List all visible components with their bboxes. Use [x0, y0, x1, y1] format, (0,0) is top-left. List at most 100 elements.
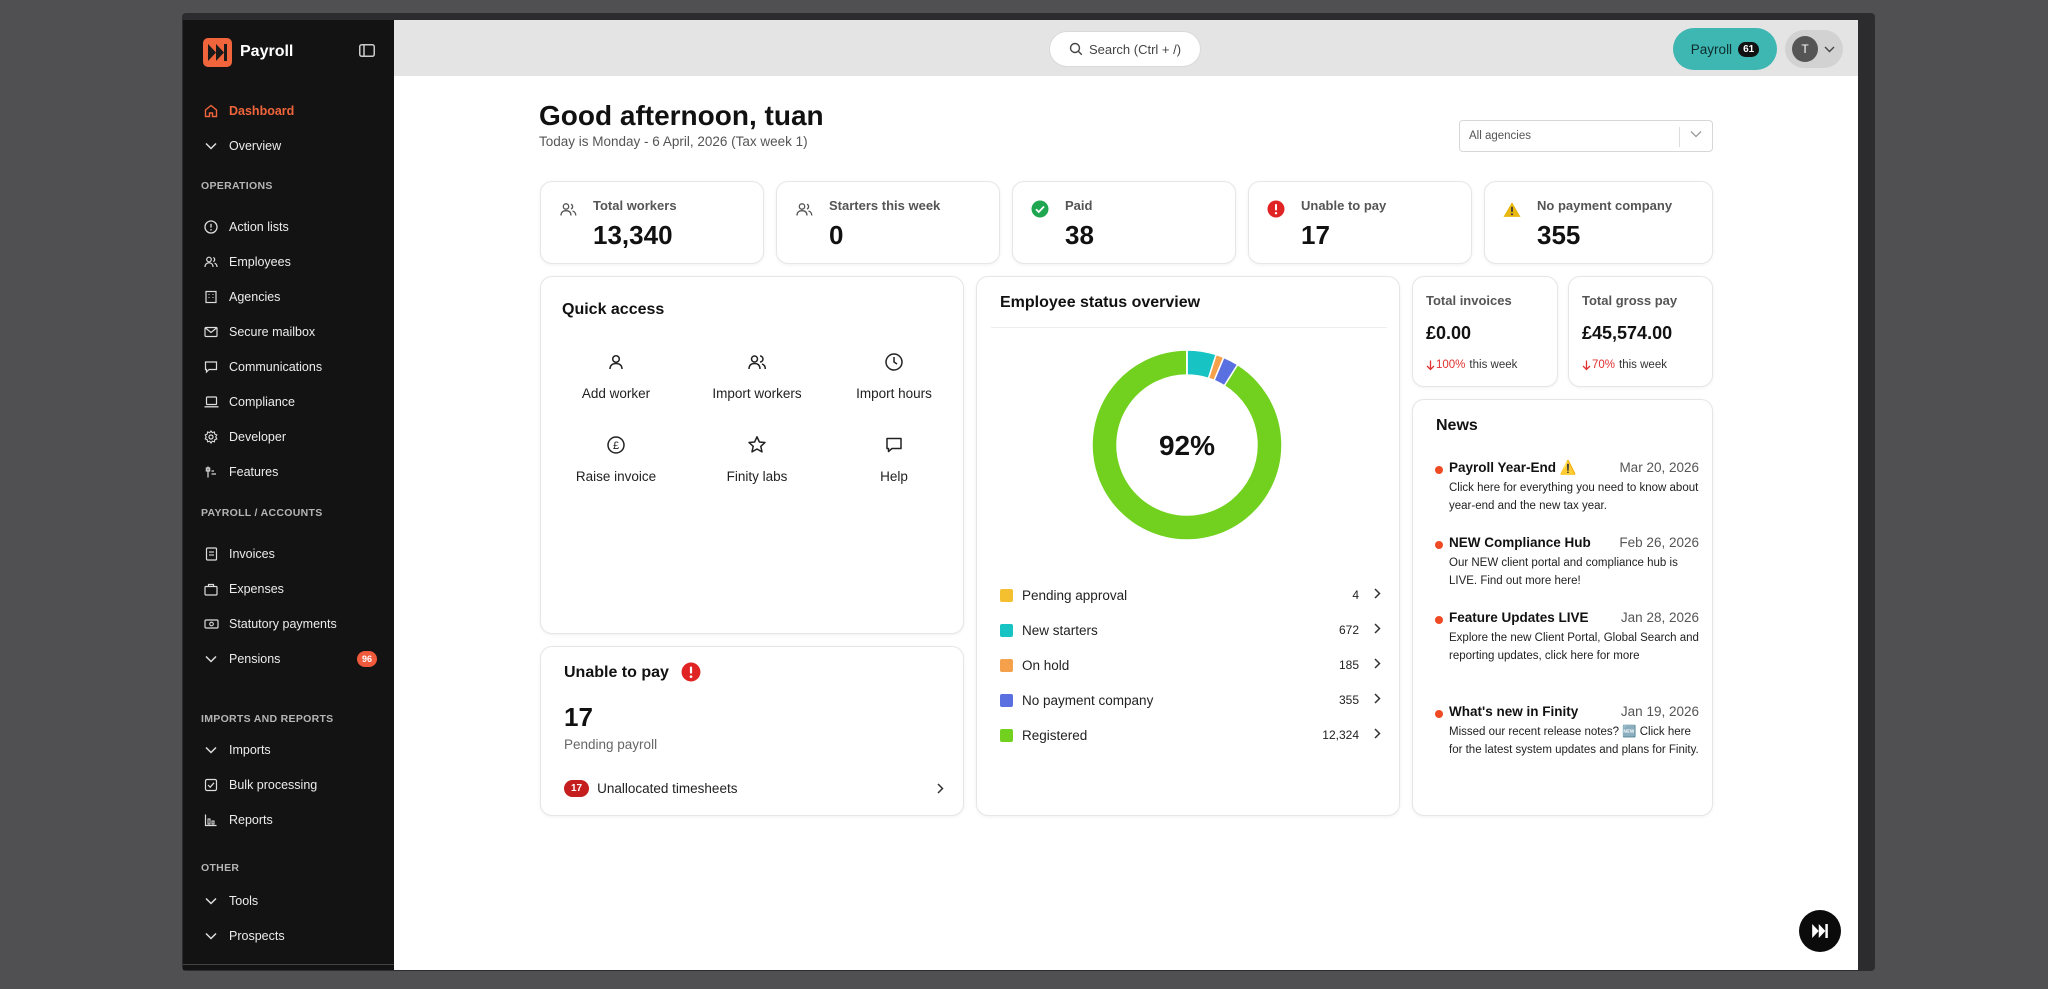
clock-icon: [885, 353, 903, 371]
sidebar-item-label: Pensions: [229, 652, 281, 666]
app-window: Payroll Dashboard Overview OPERATIONS Ac…: [183, 20, 1858, 970]
donut-slice-registered[interactable]: [1091, 349, 1283, 541]
stat-label: Unable to pay: [1301, 198, 1387, 213]
card-divider: [991, 327, 1387, 328]
news-item-title: NEW Compliance Hub: [1449, 535, 1591, 550]
sidebar-item-imports[interactable]: Imports: [203, 740, 271, 760]
legend-label: Pending approval: [1022, 587, 1128, 603]
status-legend-row[interactable]: On hold 185: [1000, 655, 1383, 675]
building-icon: [203, 289, 219, 305]
payroll-switcher-button[interactable]: Payroll 61: [1673, 28, 1777, 70]
sidebar-item-action-lists[interactable]: Action lists: [203, 217, 289, 237]
quick-access-label: Import workers: [712, 386, 802, 401]
news-title: News: [1436, 417, 1478, 434]
chevron-down-icon: [1824, 46, 1835, 52]
quick-access-help[interactable]: Help: [832, 435, 956, 484]
date-line: Today is Monday - 6 April, 2026 (Tax wee…: [539, 134, 808, 149]
stat-label: No payment company: [1537, 198, 1673, 213]
sidebar-item-agencies[interactable]: Agencies: [203, 287, 280, 307]
news-item-title: Feature Updates LIVE: [1449, 610, 1589, 625]
news-item-body: Explore the new Client Portal, Global Se…: [1449, 632, 1699, 662]
total-value: £0.00: [1426, 323, 1472, 343]
sidebar-item-features[interactable]: Features: [203, 462, 278, 482]
stat-card-unable-to-pay[interactable]: Unable to pay 17: [1248, 181, 1472, 264]
sidebar-item-communications[interactable]: Communications: [203, 357, 322, 377]
news-unread-dot: [1435, 616, 1443, 624]
sidebar-item-employees[interactable]: Employees: [203, 252, 291, 272]
stat-card-total-workers[interactable]: Total workers 13,340: [540, 181, 764, 264]
total-value: £45,574.00: [1582, 323, 1673, 343]
quick-access-raise-invoice[interactable]: £ Raise invoice: [556, 435, 676, 484]
status-legend-row[interactable]: New starters 672: [1000, 620, 1383, 640]
stat-value: 17: [1301, 220, 1330, 250]
sidebar-item-label: Compliance: [229, 395, 296, 409]
total-invoices-card[interactable]: Total invoices £0.00 100% this week: [1412, 276, 1558, 387]
check-circle-icon: [1031, 200, 1049, 218]
sidebar-item-pensions[interactable]: Pensions: [203, 649, 280, 669]
sidebar-item-label: Action lists: [229, 220, 289, 234]
stat-card-starters-this-week[interactable]: Starters this week 0: [776, 181, 1000, 264]
quick-access-title: Quick access: [562, 301, 665, 318]
star-icon: [748, 436, 766, 453]
unable-to-pay-value: 17: [564, 702, 593, 732]
total-change-value: 100%: [1436, 359, 1466, 371]
sidebar-item-label: Employees: [229, 255, 291, 269]
sidebar-item-label: Dashboard: [229, 104, 295, 118]
stat-label: Starters this week: [829, 198, 941, 213]
search-button[interactable]: Search (Ctrl + /): [1049, 31, 1201, 67]
arrow-down-icon: [1582, 360, 1591, 370]
news-unread-dot: [1435, 466, 1443, 474]
finity-logo-icon: [1812, 924, 1828, 938]
sidebar-item-label: Features: [229, 465, 279, 479]
status-legend-row[interactable]: Registered 12,324: [1000, 725, 1383, 745]
quick-access-import-workers[interactable]: Import workers: [695, 352, 819, 401]
agency-filter-select[interactable]: All agencies: [1459, 120, 1713, 152]
sidebar-item-overview[interactable]: Overview: [203, 136, 281, 156]
legend-swatch: [1000, 693, 1013, 707]
sidebar-item-label: Overview: [229, 139, 282, 153]
sidebar-item-prospects[interactable]: Prospects: [203, 926, 285, 946]
users-icon: [203, 254, 219, 270]
news-item-date: Feb 26, 2026: [1619, 535, 1699, 550]
status-legend-row[interactable]: Pending approval 4: [1000, 585, 1383, 605]
sidebar-item-reports[interactable]: Reports: [203, 810, 273, 830]
quick-access-add-worker[interactable]: Add worker: [556, 352, 676, 401]
floating-action-button[interactable]: [1799, 910, 1841, 952]
legend-swatch: [1000, 623, 1013, 637]
sidebar-item-label: Communications: [229, 360, 323, 374]
sidebar-item-developer[interactable]: Developer: [203, 427, 286, 447]
status-legend-row[interactable]: No payment company 355: [1000, 690, 1383, 710]
sidebar-item-invoices[interactable]: Invoices: [203, 544, 275, 564]
nav-section-other: OTHER: [201, 862, 240, 874]
legend-count: 185: [1338, 658, 1359, 672]
news-card: News Payroll Year-End ⚠️ Mar 20, 2026 Cl…: [1412, 399, 1713, 816]
sidebar-item-compliance[interactable]: Compliance: [203, 392, 295, 412]
unallocated-timesheets-link[interactable]: 17 Unallocated timesheets: [564, 777, 944, 799]
stat-card-paid[interactable]: Paid 38: [1012, 181, 1236, 264]
stat-card-no-payment-company[interactable]: No payment company 355: [1484, 181, 1713, 264]
sidebar-item-label: Secure mailbox: [229, 325, 316, 339]
checkbox-icon: [203, 777, 219, 793]
sidebar-item-expenses[interactable]: Expenses: [203, 579, 284, 599]
sidebar-collapse-icon[interactable]: [359, 44, 375, 62]
sidebar-item-dashboard[interactable]: Dashboard: [203, 101, 294, 121]
quick-access-import-hours[interactable]: Import hours: [832, 352, 956, 401]
quick-access-finity-labs[interactable]: Finity labs: [695, 435, 819, 484]
total-gross-pay-card[interactable]: Total gross pay £45,574.00 70% this week: [1568, 276, 1713, 387]
sidebar-item-statutory-payments[interactable]: Statutory payments: [203, 614, 337, 634]
legend-label: New starters: [1022, 622, 1098, 638]
toggle-icon: [203, 464, 219, 480]
stat-label: Total workers: [593, 198, 677, 213]
svg-text:£: £: [613, 440, 619, 452]
banknote-icon: [203, 616, 219, 632]
sidebar-item-secure-mailbox[interactable]: Secure mailbox: [203, 322, 315, 342]
sidebar-item-label: Invoices: [229, 547, 275, 561]
sidebar-item-bulk-processing[interactable]: Bulk processing: [203, 775, 317, 795]
app-logo[interactable]: Payroll: [203, 37, 293, 67]
sidebar-item-label: Bulk processing: [229, 778, 318, 792]
sidebar-item-label: Reports: [229, 813, 273, 827]
sidebar-item-tools[interactable]: Tools: [203, 891, 258, 911]
user-menu-button[interactable]: T: [1785, 30, 1843, 68]
pensions-count-badge: 96: [357, 651, 377, 667]
legend-label: On hold: [1022, 657, 1070, 673]
